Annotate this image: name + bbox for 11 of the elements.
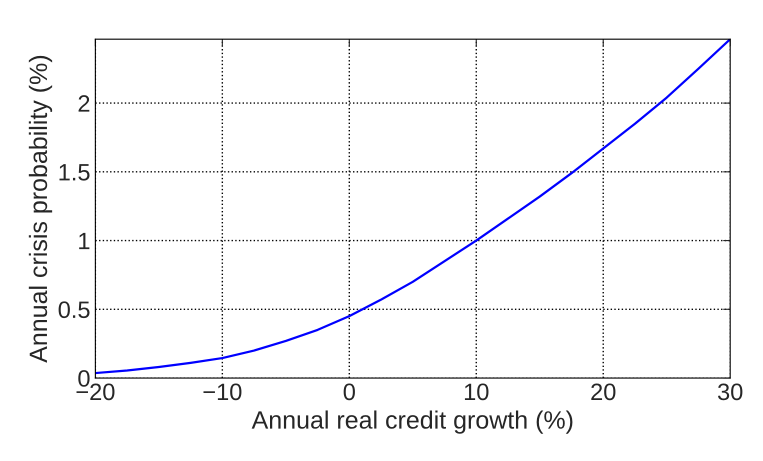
y-tick-label: 1.5 (59, 164, 90, 181)
x-tick-label: 10 (464, 384, 488, 400)
y-axis-title: Annual crisis probability (%) (28, 56, 52, 363)
x-tick-label: 30 (718, 384, 742, 400)
x-tick-label: −10 (203, 384, 242, 400)
x-axis-title: Annual real credit growth (%) (252, 410, 572, 434)
x-tick-label: 20 (591, 384, 616, 400)
y-tick-label: 0.5 (58, 301, 90, 318)
y-tick-label: 1 (79, 232, 90, 250)
y-tick-label: 2 (78, 95, 90, 112)
x-tick-label: 0 (344, 384, 355, 400)
